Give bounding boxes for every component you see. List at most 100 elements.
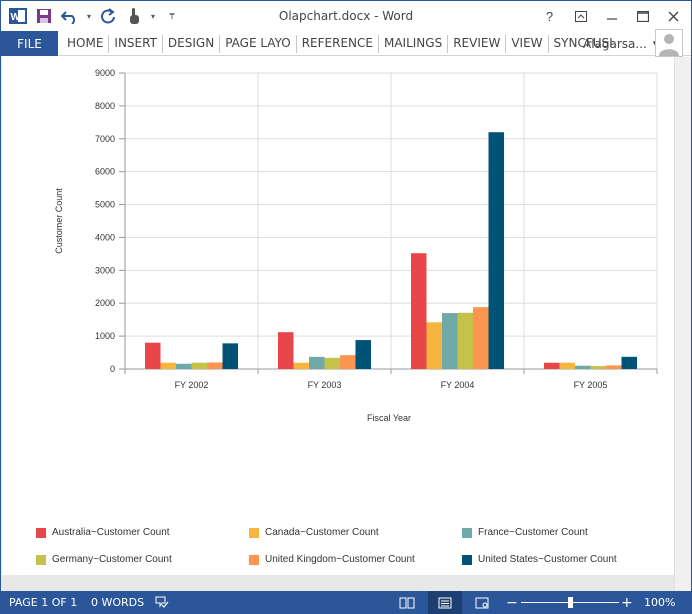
- tab-separator: [219, 34, 221, 53]
- web-layout-icon[interactable]: [475, 591, 489, 614]
- zoom-out-button[interactable]: −: [506, 594, 518, 611]
- legend-label: Germany~Customer Count: [52, 554, 172, 565]
- customize-toolbar-icon[interactable]: ₸: [169, 11, 175, 21]
- ribbon-display-options-icon[interactable]: [565, 5, 596, 27]
- bar: [473, 307, 489, 369]
- tab-review[interactable]: REVIEW: [453, 36, 501, 50]
- y-tick-label: 1000: [95, 331, 115, 341]
- tab-separator: [161, 34, 163, 53]
- bar: [293, 362, 309, 369]
- user-account[interactable]: Alagarsa... ▾: [583, 31, 657, 56]
- x-tick-label: FY 2003: [308, 380, 342, 390]
- bar: [222, 343, 238, 369]
- tab-separator: [447, 34, 449, 53]
- status-bar: PAGE 1 OF 1 0 WORDS − + 100%: [1, 591, 691, 614]
- y-tick-label: 6000: [95, 167, 115, 177]
- bar: [355, 340, 371, 369]
- vertical-scrollbar[interactable]: [674, 57, 691, 591]
- legend-item-canada: Canada~Customer Count: [249, 527, 379, 538]
- zoom-level[interactable]: 100%: [644, 596, 676, 609]
- page-count[interactable]: PAGE 1 OF 1: [9, 596, 78, 609]
- legend-item-united-kingdom: United Kingdom~Customer Count: [249, 554, 415, 565]
- undo-icon[interactable]: [59, 5, 81, 27]
- x-tick-label: FY 2002: [175, 380, 209, 390]
- y-tick-label: 7000: [95, 134, 115, 144]
- legend-label: United States~Customer Count: [478, 554, 617, 565]
- ribbon-tabs: FILE HOME INSERT DESIGN PAGE LAYO REFERE…: [1, 31, 691, 56]
- word-count[interactable]: 0 WORDS: [91, 596, 145, 609]
- touch-mode-icon[interactable]: [123, 5, 145, 27]
- print-layout-icon[interactable]: [428, 591, 462, 614]
- legend-swatch: [462, 527, 472, 538]
- document-page[interactable]: 0 1000 2000 3000 4000 5000 6000 7000 8000 9000 FY…: [2, 57, 674, 575]
- proofing-icon[interactable]: [155, 591, 169, 614]
- bar: [176, 363, 192, 369]
- ribbon-tab-list: HOME INSERT DESIGN PAGE LAYO REFERENCE M…: [63, 31, 617, 56]
- legend-swatch: [36, 527, 46, 538]
- bar: [457, 312, 473, 369]
- word-app-icon[interactable]: W: [7, 5, 29, 27]
- tab-insert[interactable]: INSERT: [114, 36, 157, 50]
- x-tick-label: FY 2004: [441, 380, 475, 390]
- tab-home[interactable]: HOME: [67, 36, 104, 50]
- bar: [590, 366, 606, 369]
- bar: [324, 357, 340, 369]
- bar: [559, 362, 575, 369]
- tab-file[interactable]: FILE: [1, 31, 58, 56]
- read-mode-icon[interactable]: [399, 591, 415, 614]
- olap-chart: 0 1000 2000 3000 4000 5000 6000 7000 8000 9000 FY…: [54, 68, 658, 423]
- legend-item-united-states: United States~Customer Count: [462, 554, 617, 565]
- tab-separator: [108, 34, 110, 53]
- tab-separator: [295, 34, 297, 53]
- bar: [426, 322, 442, 369]
- document-area: 0 1000 2000 3000 4000 5000 6000 7000 8000 9000 FY…: [1, 57, 691, 591]
- zoom-slider-thumb[interactable]: [568, 597, 573, 608]
- zoom-in-button[interactable]: +: [621, 594, 633, 611]
- legend-item-france: France~Customer Count: [462, 527, 588, 538]
- bar: [145, 342, 161, 369]
- chart-grid: [119, 72, 658, 374]
- avatar[interactable]: [655, 29, 683, 57]
- close-icon[interactable]: [658, 5, 689, 27]
- legend-swatch: [462, 554, 472, 565]
- title-bar: W ▾ ▾ ₸ Olapchart.docx - Word ?: [1, 1, 691, 31]
- minimize-icon[interactable]: [596, 5, 627, 27]
- bar: [621, 356, 637, 369]
- repeat-icon[interactable]: [97, 5, 119, 27]
- bar: [544, 362, 560, 369]
- tab-design[interactable]: DESIGN: [167, 36, 215, 50]
- tab-mailings[interactable]: MAILINGS: [383, 36, 443, 50]
- y-tick-label: 4000: [95, 232, 115, 242]
- bar: [488, 132, 504, 369]
- legend-item-australia: Australia~Customer Count: [36, 527, 170, 538]
- tab-page-layout[interactable]: PAGE LAYO: [225, 36, 291, 50]
- y-tick-label: 9000: [95, 68, 115, 78]
- bar: [411, 253, 427, 369]
- window-controls: ?: [534, 5, 689, 27]
- y-tick-label: 0: [110, 364, 115, 374]
- save-icon[interactable]: [33, 5, 55, 27]
- legend-label: United Kingdom~Customer Count: [265, 554, 415, 565]
- bar: [278, 332, 294, 369]
- bar: [160, 362, 176, 369]
- tab-syncfusion[interactable]: SYNCFUSI: [553, 36, 613, 50]
- touch-mode-dropdown-icon[interactable]: ▾: [150, 11, 155, 21]
- y-tick-label: 2000: [95, 298, 115, 308]
- legend-swatch: [36, 554, 46, 565]
- maximize-icon[interactable]: [627, 5, 658, 27]
- x-axis-ticks: FY 2002 FY 2003 FY 2004 FY 2005: [175, 380, 608, 390]
- svg-text:W: W: [11, 12, 21, 23]
- legend-label: France~Customer Count: [478, 527, 588, 538]
- tab-separator: [547, 34, 549, 53]
- legend-item-germany: Germany~Customer Count: [36, 554, 172, 565]
- undo-dropdown-icon[interactable]: ▾: [86, 11, 91, 21]
- document-title: Olapchart.docx - Word: [278, 9, 414, 23]
- legend-label: Canada~Customer Count: [265, 527, 379, 538]
- tab-view[interactable]: VIEW: [511, 36, 543, 50]
- legend-label: Australia~Customer Count: [52, 527, 170, 538]
- x-tick-label: FY 2005: [574, 380, 608, 390]
- help-button[interactable]: ?: [545, 8, 554, 24]
- tab-references[interactable]: REFERENCE: [301, 36, 373, 50]
- bar: [207, 362, 223, 369]
